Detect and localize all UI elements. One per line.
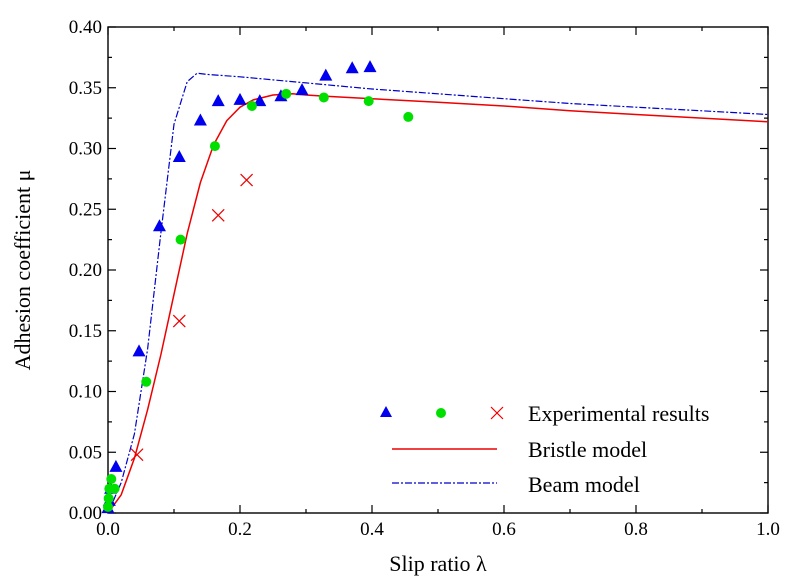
circle-point [281, 88, 292, 99]
bristle-model-curve [107, 93, 769, 514]
triangle-point [363, 60, 377, 73]
triangle-point [253, 94, 267, 107]
legend-triangle-marker [380, 406, 392, 417]
circle-point [246, 100, 257, 111]
legend-bristle-label: Bristle model [528, 437, 647, 462]
y-tick-label: 0.15 [69, 321, 102, 342]
y-tick-label: 0.05 [69, 442, 102, 463]
triangle-point [233, 92, 247, 105]
legend-circle-marker [436, 408, 446, 418]
circle-point [363, 96, 374, 107]
cross-point [211, 208, 225, 222]
x-axis-label: Slip ratio λ [389, 551, 487, 576]
circle-point [106, 473, 117, 484]
circle-point [318, 92, 329, 103]
model-curves [107, 72, 769, 514]
circle-point [209, 141, 220, 152]
y-tick-label: 0.35 [69, 78, 102, 99]
plot-frame [107, 26, 769, 514]
legend-beam-label: Beam model [528, 472, 640, 497]
x-tick-label: 0.8 [624, 519, 648, 540]
legend-experimental-label: Experimental results [528, 401, 709, 426]
legend: Experimental results Bristle model Beam … [380, 401, 709, 497]
circle-point [141, 376, 152, 387]
circle-point [403, 111, 414, 122]
x-tick-label: 0.4 [360, 519, 384, 540]
x-tick-label: 0.6 [492, 519, 516, 540]
experimental-points [101, 60, 414, 514]
beam-model-curve [107, 72, 769, 514]
circle-point [103, 501, 113, 512]
axis-tick-labels: 0.0 0.2 0.4 0.6 0.8 1.0 0.00 0.05 0.10 0.15 0.20 0.… [69, 17, 780, 540]
triangle-point [193, 113, 207, 126]
x-tick-label: 1.0 [756, 519, 780, 540]
y-tick-label: 0.00 [69, 503, 102, 524]
triangle-point [211, 94, 225, 107]
y-tick-label: 0.40 [69, 17, 102, 38]
triangle-point [109, 459, 123, 472]
x-tick-label: 0.0 [96, 519, 120, 540]
triangle-point [295, 83, 309, 96]
y-tick-label: 0.30 [69, 139, 102, 160]
circle-point [175, 234, 186, 245]
axis-ticks [107, 26, 769, 514]
y-tick-label: 0.10 [69, 382, 102, 403]
circle-point [109, 483, 120, 494]
triangle-point [132, 344, 146, 357]
triangle-point [172, 150, 186, 163]
triangle-point [345, 61, 359, 74]
y-axis-label: Adhesion coefficient μ [10, 170, 35, 371]
x-tick-label: 0.2 [228, 519, 252, 540]
cross-point [172, 314, 186, 328]
cross-point [240, 173, 254, 187]
y-tick-label: 0.20 [69, 260, 102, 281]
legend-cross-marker [490, 406, 504, 420]
circle-point [103, 493, 114, 504]
y-tick-label: 0.25 [69, 199, 102, 220]
triangle-point [152, 219, 166, 232]
cross-point [130, 448, 144, 462]
triangle-point [319, 68, 333, 81]
